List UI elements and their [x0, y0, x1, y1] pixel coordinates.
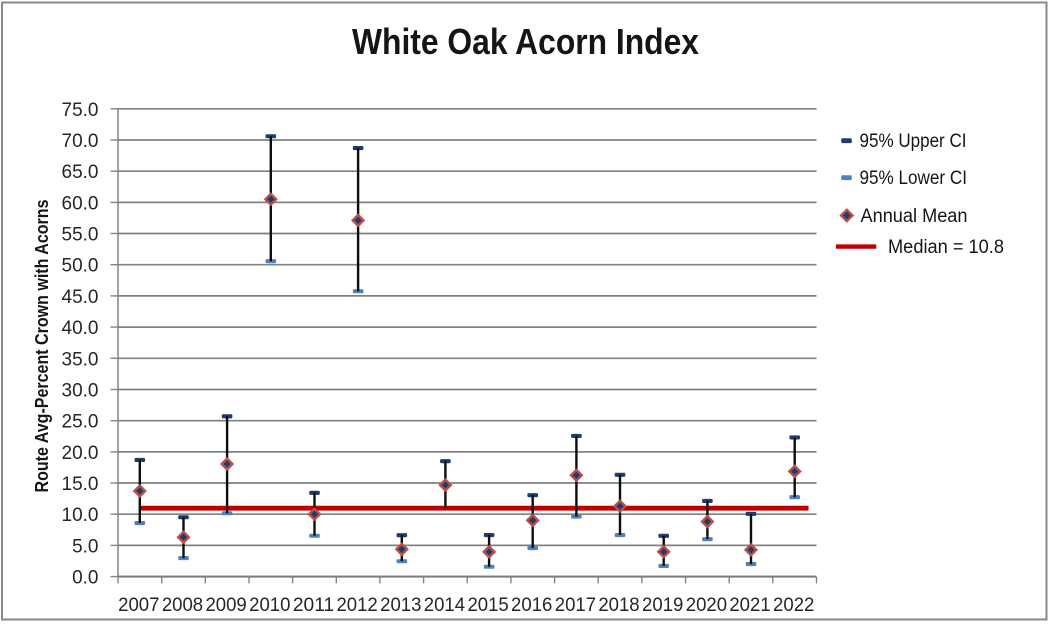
svg-text:2014: 2014 — [424, 595, 466, 616]
svg-text:2011: 2011 — [293, 595, 334, 616]
svg-text:White Oak Acorn Index: White Oak Acorn Index — [352, 21, 699, 62]
svg-text:25.0: 25.0 — [62, 412, 99, 433]
svg-text:2018: 2018 — [598, 595, 639, 616]
svg-text:75.0: 75.0 — [62, 100, 99, 121]
svg-text:5.0: 5.0 — [72, 536, 98, 557]
svg-text:0.0: 0.0 — [72, 568, 98, 589]
svg-text:2016: 2016 — [511, 595, 552, 616]
svg-text:2021: 2021 — [729, 595, 770, 616]
svg-text:95% Lower CI: 95% Lower CI — [860, 168, 968, 189]
svg-text:10.0: 10.0 — [62, 505, 99, 526]
svg-text:2007: 2007 — [118, 595, 159, 616]
svg-text:2022: 2022 — [773, 595, 814, 616]
svg-text:2019: 2019 — [642, 595, 683, 616]
svg-text:30.0: 30.0 — [62, 381, 99, 402]
svg-text:2012: 2012 — [336, 595, 377, 616]
svg-text:Median = 10.8: Median = 10.8 — [888, 237, 1004, 258]
svg-text:2017: 2017 — [555, 595, 596, 616]
svg-text:Route Avg-Percent Crown with A: Route Avg-Percent Crown with Acorns — [32, 200, 52, 493]
svg-text:2015: 2015 — [467, 595, 508, 616]
svg-text:15.0: 15.0 — [62, 474, 99, 495]
svg-text:70.0: 70.0 — [62, 131, 99, 152]
svg-text:2009: 2009 — [205, 595, 246, 616]
svg-text:Annual Mean: Annual Mean — [861, 206, 968, 227]
svg-text:65.0: 65.0 — [62, 162, 99, 183]
svg-text:35.0: 35.0 — [62, 349, 99, 370]
svg-text:95% Upper CI: 95% Upper CI — [860, 131, 967, 152]
svg-text:2013: 2013 — [380, 595, 421, 616]
svg-text:20.0: 20.0 — [62, 443, 99, 464]
svg-text:2008: 2008 — [162, 595, 203, 616]
svg-text:60.0: 60.0 — [62, 193, 99, 214]
svg-text:2020: 2020 — [686, 595, 727, 616]
svg-text:45.0: 45.0 — [62, 287, 99, 308]
svg-text:2010: 2010 — [249, 595, 290, 616]
svg-text:50.0: 50.0 — [62, 256, 99, 277]
svg-text:40.0: 40.0 — [62, 318, 99, 339]
svg-text:55.0: 55.0 — [62, 225, 99, 246]
